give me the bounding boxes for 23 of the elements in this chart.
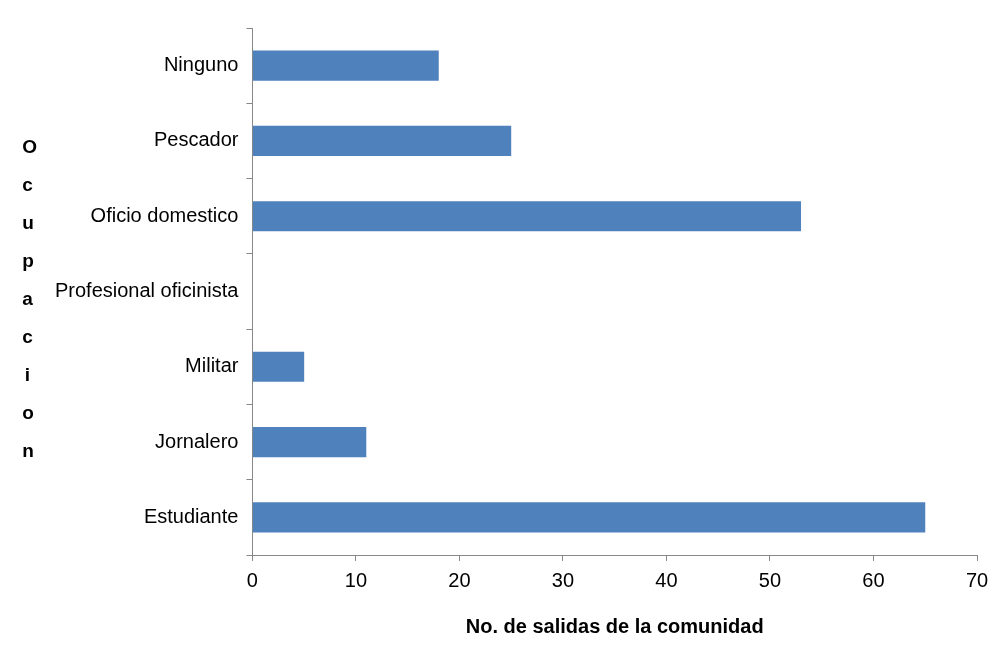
text: Ocupacion <box>22 136 37 461</box>
bar <box>252 502 926 533</box>
y-tick-label: Oficio domestico <box>90 203 239 226</box>
x-tick-label: 10 <box>344 568 368 591</box>
y-tick-label: Pescador <box>153 128 239 151</box>
x-tick-label: 30 <box>551 568 575 591</box>
y-tick-label: Militar <box>185 354 239 377</box>
y-tick-label: Profesional oficinista <box>54 279 240 302</box>
bar <box>252 427 367 458</box>
x-tick-label: 40 <box>655 568 678 591</box>
bar <box>252 201 802 232</box>
bar <box>252 50 439 81</box>
x-tick-label: 20 <box>448 568 471 591</box>
bar <box>252 125 512 156</box>
x-tick-label: 60 <box>862 568 885 591</box>
x-tick-label: 0 <box>246 568 258 591</box>
y-tick-label: Jornalero <box>155 429 239 452</box>
y-tick-label: Ninguno <box>163 53 239 76</box>
bar <box>252 351 305 382</box>
x-tick-label: 70 <box>965 568 989 591</box>
y-tick-label: Estudiante <box>143 504 239 527</box>
x-axis-title: No. de salidas de la comunidad <box>465 614 764 637</box>
x-tick-label: 50 <box>758 568 782 591</box>
